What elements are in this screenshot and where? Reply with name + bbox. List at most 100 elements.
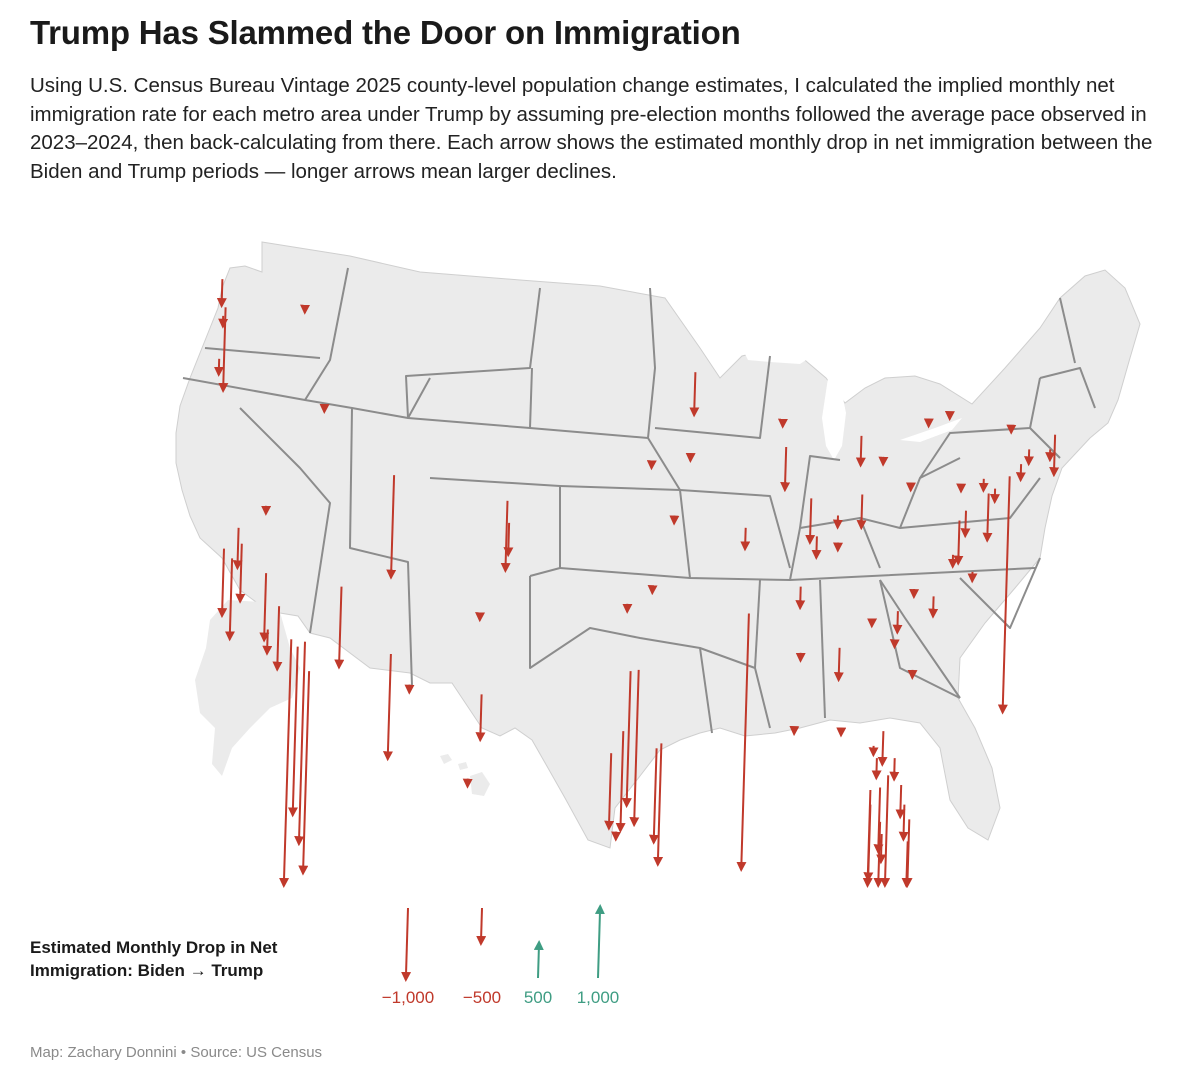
state-border-3 [405,287,541,419]
state-border-12 [529,576,713,734]
state-border-5 [529,287,656,439]
legend-title: Estimated Monthly Drop in Net Immigratio… [30,938,278,980]
state-border-23 [1039,367,1096,409]
arrow-austin [615,731,626,833]
arrow-phoenix [382,653,393,762]
arrow-new-york [997,476,1011,715]
arrow-lakeland [873,787,884,855]
arrow-port-st-lucie [898,804,909,842]
legend-arrow-1 [476,907,487,946]
arrow-denver [500,500,511,573]
arrow-bellingham [216,279,227,309]
state-border-17 [789,517,881,581]
lake-erie [900,418,962,442]
arrow-west-palm-beach [902,819,913,888]
arrow-sacramento [232,527,243,571]
arrow-sarasota [863,804,874,883]
state-border-27 [959,557,1041,629]
arrow-riverside [294,641,306,847]
legend-arrow-0 [401,907,412,982]
arrow-fresno [259,573,270,643]
arrow-boston [1049,434,1060,478]
state-border-8 [647,437,681,491]
state-border-19 [859,457,961,529]
hawaii-big-island [470,772,490,796]
state-border-15 [819,579,826,719]
arrow-st-louis [740,527,751,552]
state-border-21 [919,377,1041,479]
arrow-portland [213,358,224,377]
arrow-detroit [855,435,866,468]
arrow-stockton [235,543,246,604]
contiguous-us-landmass [175,241,1141,849]
legend-label-2: 500 [524,988,552,1007]
state-border-24 [1059,297,1076,364]
arrow-philadelphia [982,493,993,543]
arrow-colorado-springs [503,522,514,558]
arrow-hartford [1023,449,1034,467]
state-border-20 [899,477,1041,529]
arrow-melbourne [895,784,906,820]
arrow-san-francisco [217,548,228,619]
chart-subtitle: Using U.S. Census Bureau Vintage 2025 co… [30,74,1153,183]
state-border-6 [429,477,561,577]
arrow-las-vegas [334,586,345,670]
arrow-dallas [629,669,640,828]
state-borders [182,267,1096,734]
legend: −1,000 −500 500 1,000 [382,904,620,1007]
arrow-memphis [736,613,750,872]
alaska-landmass [195,600,300,776]
arrow-atlanta [833,647,844,683]
land-layer [175,241,1141,849]
arrow-jacksonville [877,731,888,767]
state-border-14 [754,579,761,669]
arrow-salt-lake-city [386,475,397,580]
legend-label-0: −1,000 [382,988,434,1007]
arrow-el-paso [475,694,486,743]
arrow-houston [653,743,664,867]
arrow-san-jose [224,558,235,642]
metro-arrows [213,279,1060,888]
arrow-chicago [780,446,791,493]
lake-michigan [822,378,846,460]
arrow-orlando [880,775,891,888]
state-border-10 [679,489,791,569]
state-border-16 [879,579,961,699]
arrow-san-diego [298,671,311,876]
legend-label-1: −500 [463,988,501,1007]
arrow-daytona-beach [889,758,900,782]
arrow-bridgeport [1015,464,1026,483]
arrow-naples [876,833,887,865]
state-border-9 [654,355,771,439]
us-map [175,241,1141,888]
arrow-los-angeles [279,639,293,888]
arrow-santa-barbara [262,629,273,656]
legend-arrow-2 [533,940,544,979]
state-border-1 [304,399,413,687]
chart-title: Trump Has Slammed the Door on Immigratio… [30,14,741,51]
state-border-0 [182,267,349,401]
state-border-11 [559,567,1036,581]
arrow-indianapolis [805,498,816,545]
arrow-houston-suburbs [648,748,659,845]
arrow-fort-worth [621,671,632,809]
state-border-18 [799,455,841,529]
arrow-minneapolis [689,372,700,418]
arrow-nashville [795,586,806,611]
lake-superior [742,346,812,364]
arrow-louisville [811,536,822,560]
state-border-28 [879,579,961,699]
arrow-baltimore [960,510,971,539]
source-credit: Map: Zachary Donnini • Source: US Census [30,1044,323,1061]
arrow-raleigh [928,596,939,619]
arrow-san-antonio [604,753,615,831]
arrow-washington [953,520,964,566]
arrow-columbus [856,494,867,531]
state-border-25 [239,407,331,634]
arrow-charlotte [892,611,903,635]
arrow-bakersfield [272,606,283,672]
legend-arrow-3 [594,904,605,979]
legend-label-3: 1,000 [577,988,620,1007]
arrow-orange-county [287,646,299,818]
hawaii-oahu-maui [440,754,468,770]
